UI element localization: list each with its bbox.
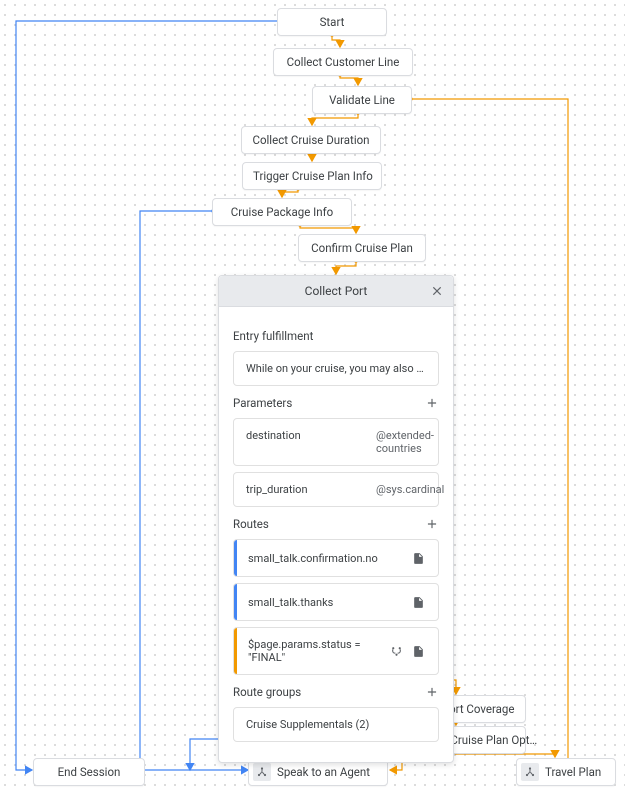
page-icon xyxy=(412,643,426,659)
entry-fulfillment-text: While on your cruise, you may also need … xyxy=(246,362,439,375)
node-validate-line[interactable]: Validate Line xyxy=(312,86,412,114)
parameter-type: @sys.cardinal xyxy=(376,483,444,496)
parameter-type: @extended-countries xyxy=(376,429,434,455)
routes-label: Routes xyxy=(233,517,439,531)
node-end-session[interactable]: End Session xyxy=(33,758,145,786)
routes-label-text: Routes xyxy=(233,517,269,531)
panel-header: Collect Port xyxy=(219,276,453,307)
panel-title: Collect Port xyxy=(305,284,368,298)
node-label: Validate Line xyxy=(329,93,395,107)
route-group-text: Cruise Supplementals (2) xyxy=(246,718,369,731)
route-groups-label: Route groups xyxy=(233,685,439,699)
route-groups-label-text: Route groups xyxy=(233,685,301,699)
add-route-icon[interactable] xyxy=(425,517,439,531)
route-text: $page.params.status = "FINAL" xyxy=(248,638,382,664)
route-row[interactable]: small_talk.confirmation.no xyxy=(233,539,439,577)
parameter-row[interactable]: destination @extended-countries xyxy=(233,418,439,466)
parameter-row[interactable]: trip_duration@sys.cardinal xyxy=(233,472,439,507)
node-start[interactable]: Start xyxy=(277,8,387,36)
route-row[interactable]: $page.params.status = "FINAL" xyxy=(233,627,439,675)
entry-fulfillment-card[interactable]: While on your cruise, you may also need … xyxy=(233,351,439,386)
branch-icon xyxy=(390,643,404,659)
add-parameter-icon[interactable] xyxy=(425,396,439,410)
node-collect-customer[interactable]: Collect Customer Line xyxy=(273,48,413,76)
page-icon xyxy=(410,594,426,610)
node-label: Speak to an Agent xyxy=(277,765,370,779)
node-collect-port-expanded[interactable]: Collect Port Entry fulfillment While on … xyxy=(218,275,454,763)
node-label: Travel Plan xyxy=(545,765,601,779)
route-text: small_talk.thanks xyxy=(248,596,333,609)
parameters-label-text: Parameters xyxy=(233,396,292,410)
parameters-label: Parameters xyxy=(233,396,439,410)
add-route-group-icon[interactable] xyxy=(425,685,439,699)
flow-icon xyxy=(521,763,539,781)
entry-fulfillment-label: Entry fulfillment xyxy=(233,329,439,343)
node-label: Collect Customer Line xyxy=(287,55,400,69)
node-label: Collect Cruise Duration xyxy=(252,133,369,147)
node-confirm-plan[interactable]: Confirm Cruise Plan xyxy=(298,234,426,262)
node-label: Trigger Cruise Plan Info xyxy=(253,169,373,183)
parameter-name: trip_duration xyxy=(246,483,336,496)
panel-body: Entry fulfillment While on your cruise, … xyxy=(219,307,453,762)
node-label: End Session xyxy=(58,765,121,779)
flow-icon xyxy=(253,763,271,781)
node-cruise-package-info[interactable]: Cruise Package Info xyxy=(212,198,352,226)
route-text: small_talk.confirmation.no xyxy=(248,552,378,565)
node-trigger-plan-info[interactable]: Trigger Cruise Plan Info xyxy=(242,162,382,190)
node-collect-duration[interactable]: Collect Cruise Duration xyxy=(241,126,381,154)
entry-fulfillment-label-text: Entry fulfillment xyxy=(233,329,313,343)
page-icon xyxy=(410,550,426,566)
route-row[interactable]: small_talk.thanks xyxy=(233,583,439,621)
node-label: Start xyxy=(320,15,345,29)
node-label: Cruise Package Info xyxy=(231,205,333,219)
close-icon[interactable] xyxy=(429,283,445,299)
node-travel-plan[interactable]: Travel Plan xyxy=(516,758,616,786)
node-label: Confirm Cruise Plan xyxy=(311,241,413,255)
parameter-name: destination xyxy=(246,429,336,455)
route-group-row[interactable]: Cruise Supplementals (2) xyxy=(233,707,439,742)
